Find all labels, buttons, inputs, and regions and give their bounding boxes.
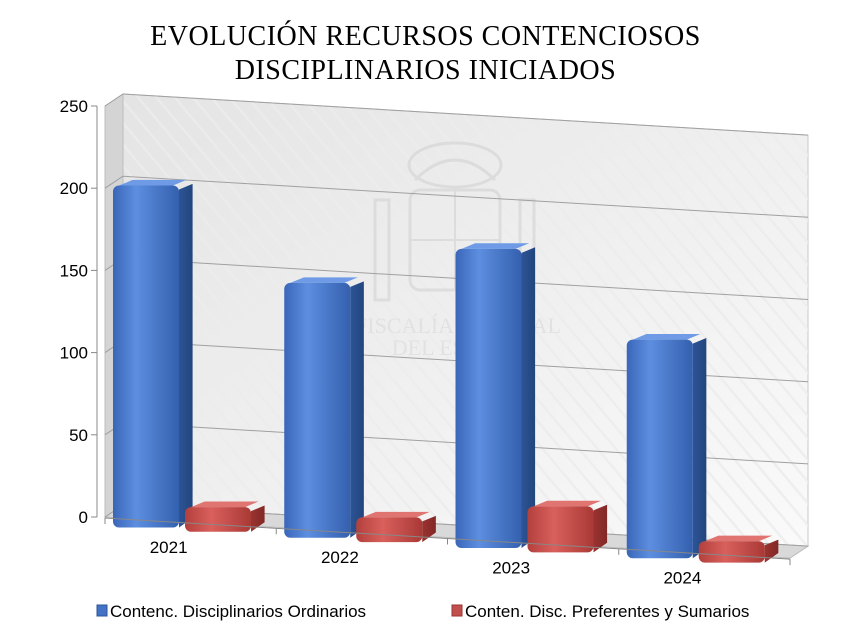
bar-ordinarios-2021-side <box>179 183 193 528</box>
legend-label-preferentes: Conten. Disc. Preferentes y Sumarios <box>465 602 749 621</box>
legend-swatch-preferentes <box>451 604 463 617</box>
y-tick-label-50: 50 <box>69 426 88 445</box>
bar-preferentes-2021-side <box>251 505 265 532</box>
bars <box>113 179 779 563</box>
chart-title-line-2: DISCIPLINARIOS INICIADOS <box>234 55 617 86</box>
bar-preferentes-2021-front <box>185 507 251 532</box>
legend: Contenc. Disciplinarios Ordinarios Conte… <box>96 602 749 621</box>
gridline-side-200 <box>104 175 124 189</box>
bar-preferentes-2023-side <box>593 504 608 553</box>
x-tick-label-2021: 2021 <box>150 538 188 557</box>
x-axis: 2021 2022 2023 2024 <box>104 517 791 588</box>
bar-ordinarios-2022-side <box>350 281 364 538</box>
bar-ordinarios-2024-side <box>692 338 707 559</box>
chart-title-line-1: EVOLUCIÓN RECURSOS CONTENCIOSOS <box>150 21 701 52</box>
bar-ordinarios-2023 <box>455 243 536 549</box>
bar-preferentes-2022-side <box>422 515 436 543</box>
y-tick-label-100: 100 <box>60 344 88 363</box>
x-tick-label-2023: 2023 <box>492 558 530 577</box>
gridline-200 <box>122 175 809 218</box>
bar-ordinarios-2021-front <box>113 185 179 528</box>
chart-title: EVOLUCIÓN RECURSOS CONTENCIOSOS DISCIPLI… <box>0 20 851 88</box>
bar-preferentes-2023 <box>527 500 608 553</box>
bar-preferentes-2024-side <box>764 539 779 563</box>
bar-ordinarios-2023-front <box>455 248 522 549</box>
bar-ordinarios-2023-side <box>521 247 536 549</box>
bar-ordinarios-2022-front <box>284 282 351 538</box>
bar-preferentes-2022 <box>356 511 436 543</box>
x-tick-label-2022: 2022 <box>321 548 359 567</box>
bar-preferentes-2024-front <box>698 541 765 563</box>
bar-ordinarios-2024 <box>626 334 707 559</box>
bar-preferentes-2023-front <box>527 506 594 553</box>
gridline-side-250 <box>104 93 124 107</box>
y-tick-label-250: 250 <box>60 97 88 116</box>
bar-ordinarios-2021-top <box>119 179 187 186</box>
bar-ordinarios-2023-top <box>461 243 530 249</box>
legend-label-ordinarios: Contenc. Disciplinarios Ordinarios <box>110 602 366 621</box>
bar-preferentes-2022-top <box>362 511 430 518</box>
bar-preferentes-2024-top <box>704 535 773 542</box>
bar-preferentes-2022-front <box>356 517 423 543</box>
y-tick-label-150: 150 <box>60 261 88 280</box>
bar-preferentes-2021-top <box>191 501 259 508</box>
y-axis: 0 50 100 150 200 250 <box>60 97 98 527</box>
y-tick-label-0: 0 <box>79 508 88 527</box>
bar-ordinarios-2024-front <box>626 339 693 559</box>
bar-ordinarios-2021 <box>113 179 193 528</box>
bar-preferentes-2023-top <box>533 500 602 507</box>
x-tick-label-2024: 2024 <box>663 569 701 588</box>
gridline-250 <box>122 93 809 136</box>
bar-ordinarios-2022-top <box>290 277 358 283</box>
bar-ordinarios-2024-top <box>632 334 701 340</box>
bar-ordinarios-2022 <box>284 277 364 538</box>
y-tick-label-200: 200 <box>60 179 88 198</box>
legend-swatch-ordinarios <box>96 604 108 617</box>
bar-preferentes-2024 <box>698 535 779 563</box>
